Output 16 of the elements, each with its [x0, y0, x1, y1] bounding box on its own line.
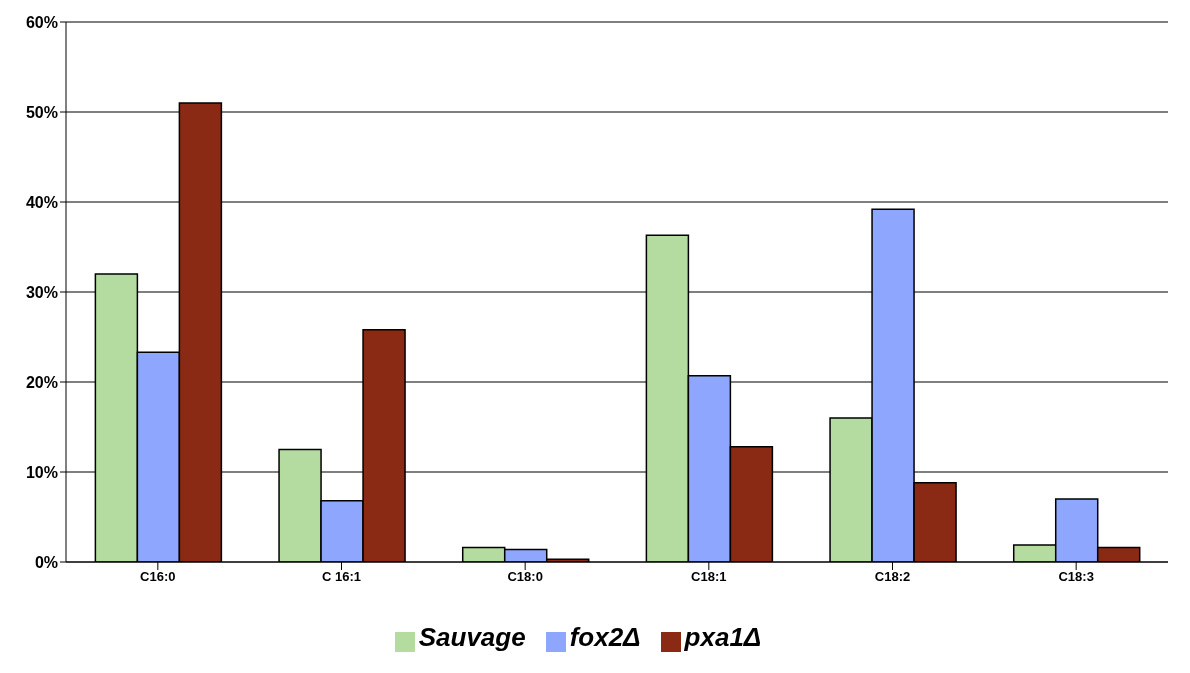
y-tick-label: 30%	[25, 283, 58, 301]
y-tick-label: 40%	[25, 193, 58, 211]
x-tick-label: C18:2	[874, 569, 911, 585]
y-tick-label: 10%	[25, 463, 58, 481]
x-tick-label: C 16:1	[321, 569, 362, 585]
legend-label: fox2Δ	[569, 622, 641, 652]
y-tick-label: 20%	[25, 373, 58, 391]
y-tick-label: 60%	[25, 13, 58, 31]
x-tick-label: C16:0	[140, 569, 176, 585]
x-tick-label: C18:0	[507, 569, 543, 585]
x-tick-label: C18:1	[691, 569, 727, 585]
legend-label: Sauvage	[418, 622, 526, 652]
y-tick-label: 0%	[34, 553, 58, 571]
x-tick-label: C18:3	[1058, 569, 1094, 585]
y-tick-label: 50%	[25, 103, 58, 121]
legend-label: pxa1Δ	[684, 622, 762, 652]
